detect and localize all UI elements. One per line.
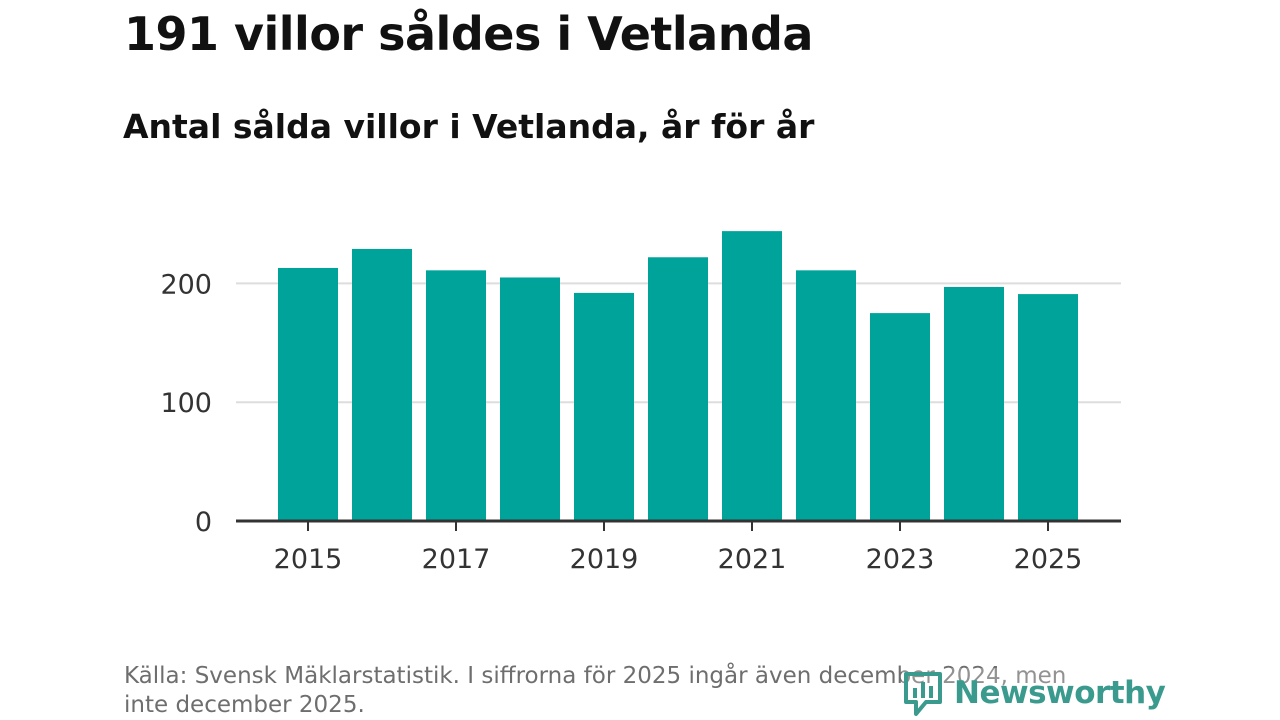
x-tick-label: 2023 bbox=[866, 544, 935, 575]
bar-2015 bbox=[278, 267, 338, 521]
bar-2017 bbox=[426, 270, 486, 521]
newsworthy-logo: Newsworthy bbox=[902, 668, 1166, 718]
bars bbox=[278, 231, 1078, 522]
bar-2025 bbox=[1018, 294, 1078, 521]
y-tick-label: 100 bbox=[160, 388, 212, 419]
chart-subtitle: Antal sålda villor i Vetlanda, år för år bbox=[123, 107, 815, 146]
bar-2022 bbox=[796, 270, 856, 521]
y-tick-label: 200 bbox=[160, 269, 212, 300]
newsworthy-logo-text: Newsworthy bbox=[954, 675, 1166, 711]
bar-2021 bbox=[722, 231, 782, 522]
chart-title: 191 villor såldes i Vetlanda bbox=[124, 7, 813, 61]
x-tick-label: 2021 bbox=[718, 544, 787, 575]
bar-2024 bbox=[944, 286, 1004, 521]
axes: 0 100 200 2015 2017 2019 2021 2023 2025 bbox=[160, 269, 1121, 575]
x-tick-label: 2017 bbox=[422, 544, 491, 575]
y-tick-label: 0 bbox=[195, 507, 212, 538]
bar-2018 bbox=[500, 277, 560, 521]
x-tick-label: 2019 bbox=[570, 544, 639, 575]
bar-2016 bbox=[352, 248, 412, 521]
bar-2020 bbox=[648, 257, 708, 521]
x-tick-label: 2025 bbox=[1014, 544, 1083, 575]
bar-2023 bbox=[870, 313, 930, 521]
bar-chart: 0 100 200 2015 2017 2019 2021 2023 2025 bbox=[160, 231, 1121, 575]
x-tick-label: 2015 bbox=[274, 544, 343, 575]
bar-2019 bbox=[574, 292, 634, 521]
newsworthy-logo-icon bbox=[904, 672, 942, 716]
